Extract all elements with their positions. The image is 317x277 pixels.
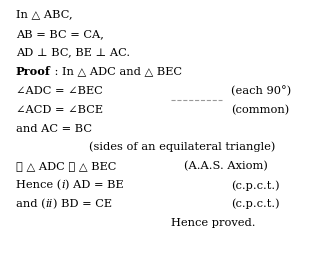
Text: (c.p.c.t.): (c.p.c.t.) xyxy=(231,180,280,191)
Text: ∠ADC = ∠BEC: ∠ADC = ∠BEC xyxy=(16,86,103,96)
Text: ii: ii xyxy=(45,199,53,209)
Text: Hence proved.: Hence proved. xyxy=(171,218,256,228)
Text: and (: and ( xyxy=(16,199,45,209)
Text: ∠ACD = ∠BCE: ∠ACD = ∠BCE xyxy=(16,105,103,115)
Text: (each 90°): (each 90°) xyxy=(231,86,292,96)
Text: Hence (: Hence ( xyxy=(16,180,61,190)
Text: Proof: Proof xyxy=(16,66,51,78)
Text: and AC = BC: and AC = BC xyxy=(16,124,92,134)
Text: (c.p.c.t.): (c.p.c.t.) xyxy=(231,199,280,209)
Text: (common): (common) xyxy=(231,105,290,115)
Text: : In △ ADC and △ BEC: : In △ ADC and △ BEC xyxy=(51,66,182,76)
Text: AD ⊥ BC, BE ⊥ AC.: AD ⊥ BC, BE ⊥ AC. xyxy=(16,48,130,58)
Text: AB = BC = CA,: AB = BC = CA, xyxy=(16,29,104,39)
Text: ∴ △ ADC ≅ △ BEC: ∴ △ ADC ≅ △ BEC xyxy=(16,161,116,171)
Text: ) BD = CE: ) BD = CE xyxy=(53,199,112,209)
Text: (sides of an equilateral triangle): (sides of an equilateral triangle) xyxy=(89,142,275,152)
Text: i: i xyxy=(61,180,65,190)
Text: (A.A.S. Axiom): (A.A.S. Axiom) xyxy=(184,161,268,171)
Text: In △ ABC,: In △ ABC, xyxy=(16,10,73,20)
Text: ) AD = BE: ) AD = BE xyxy=(65,180,123,190)
